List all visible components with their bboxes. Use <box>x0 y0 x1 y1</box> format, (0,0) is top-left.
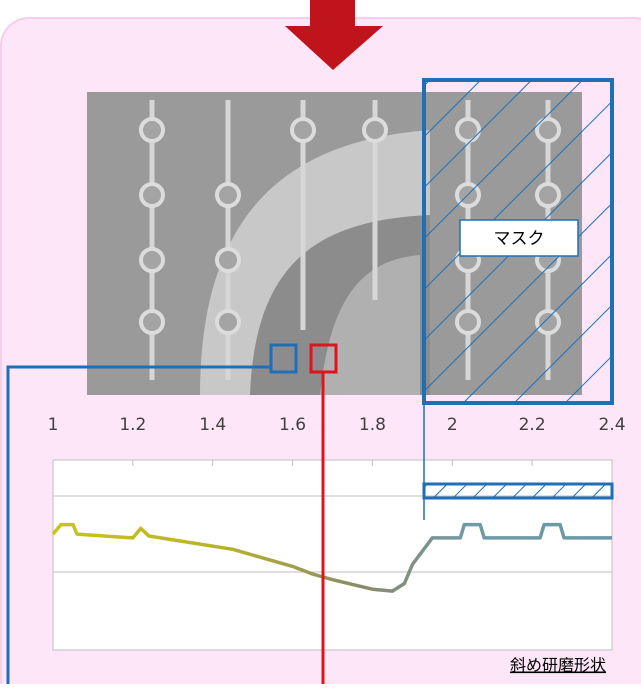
mask-label: マスク <box>494 229 545 249</box>
chart-caption: 斜め研磨形状 <box>510 656 606 675</box>
x-tick-label: 1 <box>48 415 59 435</box>
x-tick-label: 1.2 <box>119 415 146 435</box>
x-tick-label: 2.2 <box>519 415 546 435</box>
x-tick-label: 1.8 <box>359 415 386 435</box>
x-tick-label: 1.6 <box>279 415 306 435</box>
figure: マスク 1 1.2 1.4 1.6 1.8 2 2.2 2.4 斜め研磨形状 <box>0 0 641 684</box>
x-tick-label: 2 <box>447 415 458 435</box>
x-tick-label: 2.4 <box>598 415 625 435</box>
x-tick-label: 1.4 <box>199 415 226 435</box>
mask-bar <box>424 484 612 498</box>
